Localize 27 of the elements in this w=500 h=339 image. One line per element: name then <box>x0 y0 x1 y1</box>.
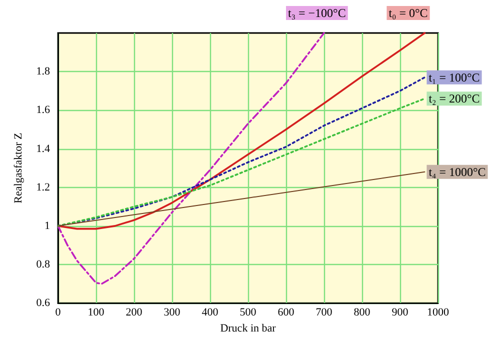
series-label: t₁ = 100°C <box>428 70 480 84</box>
y-tick-label: 1.4 <box>36 142 50 155</box>
line-series <box>57 32 325 285</box>
line-series <box>57 32 426 230</box>
y-tick-label: 1.6 <box>36 104 50 116</box>
y-tick-label: 1.2 <box>36 181 50 194</box>
y-axis-title: Realgasfaktor Z <box>12 132 24 204</box>
series-label: t₃ = −100°C <box>288 6 346 20</box>
series-label: t₄ = 1000°C <box>428 164 486 179</box>
x-tick-label: 300 <box>164 306 181 319</box>
y-tick-label: 0.6 <box>36 297 50 310</box>
x-tick-label: 800 <box>354 306 371 319</box>
x-tick-label: 0 <box>55 306 62 319</box>
x-tick-label: 1000 <box>427 306 450 319</box>
y-tick-label: 1 <box>44 220 50 232</box>
x-tick-label: 500 <box>240 306 257 319</box>
x-tick-label: 100 <box>88 306 105 319</box>
x-tick-label: 700 <box>316 306 333 319</box>
x-tick-label: 900 <box>392 306 409 319</box>
x-tick-label: 200 <box>126 306 143 319</box>
x-axis-title: Druck in bar <box>220 322 276 334</box>
y-tick-label: 1.8 <box>36 66 50 78</box>
series-label: t₀ = 0°C <box>388 6 428 20</box>
y-tick-label: 0.8 <box>36 258 50 271</box>
series-label: t₂ = 200°C <box>428 92 480 106</box>
x-tick-label: 400 <box>202 306 219 319</box>
x-tick-label: 600 <box>278 306 295 319</box>
